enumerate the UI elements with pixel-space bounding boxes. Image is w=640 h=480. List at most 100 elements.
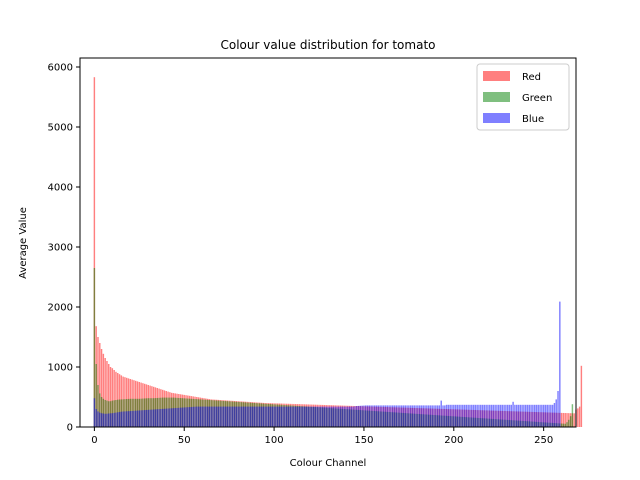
bar-blue <box>278 406 281 427</box>
bar-blue <box>539 404 541 427</box>
bar-blue <box>469 404 471 427</box>
bar-blue <box>104 413 106 427</box>
bar-blue <box>506 404 509 427</box>
bar-blue <box>391 405 394 427</box>
bar-green <box>560 423 563 427</box>
bar-blue <box>408 405 410 427</box>
bar-blue <box>232 406 234 427</box>
bar-blue <box>228 406 230 427</box>
bar-blue <box>262 406 265 427</box>
bar-red <box>560 412 563 427</box>
bar-blue <box>269 406 272 427</box>
bar-blue <box>158 409 160 427</box>
bar-blue <box>250 406 252 427</box>
legend-label-green: Green <box>522 93 552 104</box>
bar-blue <box>365 405 367 427</box>
bar-blue <box>154 409 157 427</box>
bar-blue <box>219 406 221 427</box>
bar-blue <box>276 406 279 427</box>
bar-blue <box>134 410 137 427</box>
y-tick-label: 1000 <box>48 363 73 374</box>
bar-blue <box>514 404 516 427</box>
legend-label-blue: Blue <box>522 114 544 125</box>
bar-blue <box>273 406 275 427</box>
bar-blue <box>374 405 376 427</box>
bar-blue <box>395 405 398 427</box>
axes-group: 0 50 100 150 200 250 0 1000 2000 3000 4000 5000 6000 <box>48 57 577 446</box>
bar-blue <box>264 406 266 427</box>
bar-red <box>108 364 110 427</box>
bar-blue <box>120 411 123 427</box>
bar-blue <box>294 406 297 427</box>
bar-blue <box>205 406 207 427</box>
bar-blue <box>476 404 478 427</box>
bar-blue <box>95 409 97 427</box>
x-tick-label: 100 <box>265 435 284 446</box>
bar-blue <box>197 406 200 427</box>
bar-blue <box>260 406 263 427</box>
bar-blue <box>535 404 538 427</box>
bar-blue <box>118 412 121 427</box>
bar-blue <box>323 406 326 427</box>
bar-green <box>564 423 566 427</box>
bar-blue <box>456 404 459 427</box>
bar-blue <box>388 405 390 427</box>
bar-blue <box>379 405 381 427</box>
bar-red <box>102 353 105 427</box>
bar-blue <box>550 404 552 427</box>
bar-blue <box>102 413 105 427</box>
bar-blue <box>267 406 270 427</box>
bar-blue <box>463 404 466 427</box>
bar-blue <box>194 406 196 427</box>
bar-blue <box>183 407 185 427</box>
bar-blue <box>508 404 511 427</box>
bar-blue <box>93 398 96 427</box>
bar-blue <box>512 401 514 427</box>
bar-green <box>104 400 106 427</box>
bar-blue <box>517 404 520 427</box>
bar-blue <box>499 404 502 427</box>
legend-swatch-blue <box>483 113 510 123</box>
bar-red <box>577 408 579 427</box>
legend-swatch-green <box>483 92 510 102</box>
bar-red <box>111 368 114 427</box>
bar-blue <box>212 406 214 427</box>
bar-blue <box>530 404 532 427</box>
bar-blue <box>341 406 344 427</box>
bar-blue <box>478 404 480 427</box>
bar-blue <box>399 405 401 427</box>
bar-blue <box>106 413 108 427</box>
bar-blue <box>300 406 302 427</box>
y-tick-label: 4000 <box>48 183 73 194</box>
bar-blue <box>454 404 457 427</box>
bar-blue <box>533 404 536 427</box>
bar-blue <box>152 409 155 427</box>
bar-blue <box>163 408 166 427</box>
bar-blue <box>100 413 103 427</box>
bar-series-group <box>93 77 583 427</box>
bar-blue <box>251 406 254 427</box>
bar-blue <box>472 404 475 427</box>
bar-blue <box>316 406 318 427</box>
bar-blue <box>485 404 487 427</box>
bar-blue <box>523 404 525 427</box>
bar-green <box>568 419 570 427</box>
bar-blue <box>553 403 556 427</box>
bar-red <box>97 337 99 427</box>
bar-blue <box>366 405 369 427</box>
bar-blue <box>312 406 315 427</box>
bar-blue <box>178 407 180 427</box>
bar-blue <box>368 405 371 427</box>
bar-green <box>571 404 574 427</box>
bar-blue <box>235 406 238 427</box>
bar-blue <box>302 406 304 427</box>
bar-blue <box>221 406 223 427</box>
bar-blue <box>246 406 248 427</box>
y-tick-label: 0 <box>67 423 73 434</box>
y-tick-label: 5000 <box>48 123 73 134</box>
bar-red <box>93 77 96 427</box>
bar-blue <box>532 404 534 427</box>
bar-blue <box>108 413 110 427</box>
bar-blue <box>309 406 311 427</box>
bar-blue <box>117 412 119 427</box>
